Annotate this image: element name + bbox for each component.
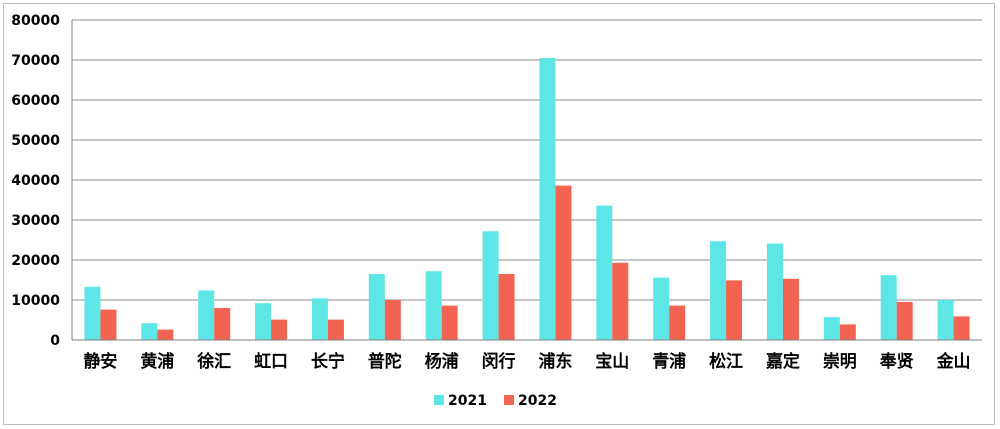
bar-2021-9 [596, 205, 613, 340]
bar-2021-11 [710, 241, 727, 340]
x-tick-label: 黄浦 [140, 351, 174, 372]
x-tick-label: 嘉定 [765, 351, 800, 372]
bar-2022-11 [726, 280, 743, 340]
x-tick-label: 闵行 [482, 351, 516, 372]
y-tick-label: 60000 [11, 93, 60, 109]
bars [84, 58, 970, 340]
bar-2021-6 [425, 271, 442, 340]
legend-swatch-2022 [504, 395, 514, 405]
x-tick-label: 金山 [936, 351, 971, 372]
legend-swatch-2021 [434, 395, 444, 405]
bar-2022-10 [669, 305, 686, 340]
legend-label: 2021 [448, 393, 487, 409]
y-tick-label: 20000 [11, 253, 60, 269]
bar-2022-3 [271, 319, 288, 340]
bar-2022-9 [612, 262, 629, 340]
bar-2021-7 [482, 231, 499, 340]
bar-2021-1 [141, 323, 158, 340]
bar-2021-4 [311, 298, 328, 340]
bar-2022-6 [441, 305, 458, 340]
bar-2021-2 [198, 290, 215, 340]
x-tick-label: 宝山 [595, 351, 629, 372]
x-tick-label: 徐汇 [196, 351, 231, 372]
legend: 2021 2022 [434, 393, 557, 409]
y-axis-ticks: 0 10000 20000 30000 40000 50000 60000 70000 8000… [11, 13, 60, 349]
x-tick-label: 虹口 [254, 352, 288, 372]
x-tick-label: 奉贤 [879, 351, 914, 372]
bar-2022-1 [157, 329, 174, 340]
y-tick-label: 30000 [11, 213, 60, 229]
y-tick-label: 40000 [11, 173, 60, 189]
bar-2022-0 [100, 309, 117, 340]
y-tick-label: 0 [50, 333, 60, 349]
x-tick-label: 长宁 [311, 351, 345, 372]
x-tick-label: 普陀 [368, 351, 402, 372]
y-tick-label: 50000 [11, 133, 60, 149]
bar-2022-14 [896, 302, 913, 340]
bar-2022-5 [384, 300, 401, 340]
x-tick-label: 青浦 [652, 351, 686, 372]
bar-2021-10 [653, 277, 670, 340]
bar-2022-15 [953, 316, 970, 340]
y-tick-label: 80000 [11, 13, 60, 29]
bar-2022-8 [555, 185, 572, 340]
bar-2021-14 [880, 275, 897, 340]
x-tick-label: 杨浦 [425, 351, 459, 372]
bar-2021-5 [368, 274, 385, 340]
x-tick-label: 松江 [709, 351, 743, 372]
legend-label: 2022 [518, 393, 557, 409]
x-tick-label: 浦东 [538, 351, 572, 372]
bar-2022-7 [498, 274, 515, 340]
gridlines [72, 19, 982, 301]
bar-2022-13 [839, 324, 856, 340]
x-tick-label: 崇明 [823, 352, 857, 372]
bar-2021-8 [539, 58, 556, 340]
bar-2021-3 [255, 303, 272, 340]
y-tick-label: 70000 [11, 53, 60, 69]
bar-2021-0 [84, 286, 101, 340]
bar-2022-2 [214, 308, 231, 340]
bar-2021-12 [766, 243, 783, 340]
bar-2022-12 [782, 278, 799, 340]
bar-2021-15 [937, 300, 954, 340]
chart-frame [3, 3, 995, 425]
bar-2021-13 [823, 317, 840, 340]
y-tick-label: 10000 [11, 293, 60, 309]
x-axis-ticks: 静安 黄浦 徐汇 虹口 长宁 普陀 杨浦 闵行 浦东 宝山 青浦 松江 嘉定 崇明 奉贤 金山 [83, 351, 970, 372]
x-tick-label: 静安 [83, 351, 117, 372]
bar-2022-4 [327, 319, 344, 340]
